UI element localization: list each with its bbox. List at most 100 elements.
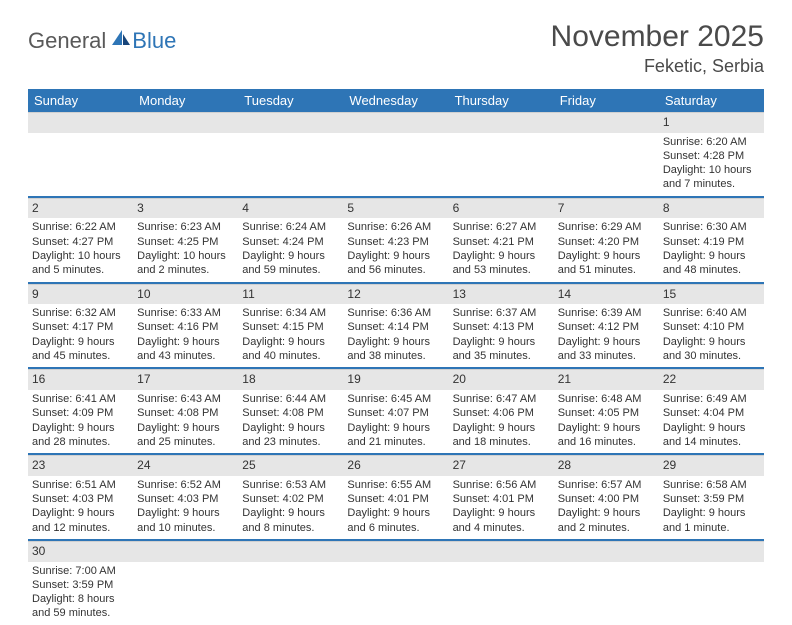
calendar-week-row: 23Sunrise: 6:51 AMSunset: 4:03 PMDayligh…	[28, 455, 764, 541]
day-details: Sunrise: 6:58 AMSunset: 3:59 PMDaylight:…	[659, 476, 764, 539]
day-number: 2	[28, 198, 133, 219]
daylight-text: Daylight: 9 hours and 21 minutes.	[347, 421, 444, 450]
daylight-text: Daylight: 9 hours and 40 minutes.	[242, 335, 339, 364]
day-details	[238, 133, 343, 196]
sunrise-text: Sunrise: 6:33 AM	[137, 306, 234, 320]
day-details: Sunrise: 6:26 AMSunset: 4:23 PMDaylight:…	[343, 218, 448, 281]
sunrise-text: Sunrise: 6:24 AM	[242, 220, 339, 234]
daylight-text: Daylight: 9 hours and 56 minutes.	[347, 249, 444, 278]
day-details: Sunrise: 6:40 AMSunset: 4:10 PMDaylight:…	[659, 304, 764, 367]
day-details: Sunrise: 6:55 AMSunset: 4:01 PMDaylight:…	[343, 476, 448, 539]
daylight-text: Daylight: 9 hours and 18 minutes.	[453, 421, 550, 450]
day-number: 14	[554, 284, 659, 305]
sunset-text: Sunset: 4:25 PM	[137, 235, 234, 249]
daylight-text: Daylight: 10 hours and 5 minutes.	[32, 249, 129, 278]
day-number: 9	[28, 284, 133, 305]
sunset-text: Sunset: 4:01 PM	[347, 492, 444, 506]
day-details: Sunrise: 6:36 AMSunset: 4:14 PMDaylight:…	[343, 304, 448, 367]
day-number	[554, 112, 659, 133]
calendar-cell: 4Sunrise: 6:24 AMSunset: 4:24 PMDaylight…	[238, 198, 343, 284]
calendar-cell	[554, 541, 659, 625]
sunrise-text: Sunrise: 6:29 AM	[558, 220, 655, 234]
calendar-cell: 18Sunrise: 6:44 AMSunset: 4:08 PMDayligh…	[238, 369, 343, 455]
sunset-text: Sunset: 4:24 PM	[242, 235, 339, 249]
sunset-text: Sunset: 4:00 PM	[558, 492, 655, 506]
daylight-text: Daylight: 9 hours and 25 minutes.	[137, 421, 234, 450]
calendar-cell: 21Sunrise: 6:48 AMSunset: 4:05 PMDayligh…	[554, 369, 659, 455]
day-number	[238, 541, 343, 562]
daylight-text: Daylight: 9 hours and 30 minutes.	[663, 335, 760, 364]
day-details	[659, 562, 764, 625]
calendar-cell: 2Sunrise: 6:22 AMSunset: 4:27 PMDaylight…	[28, 198, 133, 284]
calendar-cell: 17Sunrise: 6:43 AMSunset: 4:08 PMDayligh…	[133, 369, 238, 455]
daylight-text: Daylight: 9 hours and 4 minutes.	[453, 506, 550, 535]
day-header: Tuesday	[238, 89, 343, 112]
day-header: Monday	[133, 89, 238, 112]
day-number: 25	[238, 455, 343, 476]
day-details	[343, 562, 448, 625]
sunset-text: Sunset: 4:20 PM	[558, 235, 655, 249]
day-details	[238, 562, 343, 625]
day-number: 23	[28, 455, 133, 476]
daylight-text: Daylight: 9 hours and 45 minutes.	[32, 335, 129, 364]
month-title: November 2025	[551, 20, 764, 54]
calendar-cell: 19Sunrise: 6:45 AMSunset: 4:07 PMDayligh…	[343, 369, 448, 455]
sunrise-text: Sunrise: 6:26 AM	[347, 220, 444, 234]
day-number: 18	[238, 369, 343, 390]
day-details: Sunrise: 6:53 AMSunset: 4:02 PMDaylight:…	[238, 476, 343, 539]
sunrise-text: Sunrise: 6:51 AM	[32, 478, 129, 492]
day-details	[449, 562, 554, 625]
calendar-cell: 9Sunrise: 6:32 AMSunset: 4:17 PMDaylight…	[28, 284, 133, 370]
sunset-text: Sunset: 4:15 PM	[242, 320, 339, 334]
day-details: Sunrise: 6:24 AMSunset: 4:24 PMDaylight:…	[238, 218, 343, 281]
sunset-text: Sunset: 4:05 PM	[558, 406, 655, 420]
header: General Blue November 2025 Feketic, Serb…	[28, 20, 764, 77]
day-number: 19	[343, 369, 448, 390]
location: Feketic, Serbia	[551, 56, 764, 77]
calendar-cell: 24Sunrise: 6:52 AMSunset: 4:03 PMDayligh…	[133, 455, 238, 541]
sunset-text: Sunset: 4:02 PM	[242, 492, 339, 506]
day-number	[449, 112, 554, 133]
sunrise-text: Sunrise: 6:47 AM	[453, 392, 550, 406]
sunrise-text: Sunrise: 6:58 AM	[663, 478, 760, 492]
sunset-text: Sunset: 4:03 PM	[137, 492, 234, 506]
day-details	[343, 133, 448, 196]
day-details: Sunrise: 6:57 AMSunset: 4:00 PMDaylight:…	[554, 476, 659, 539]
day-header: Friday	[554, 89, 659, 112]
sunrise-text: Sunrise: 6:45 AM	[347, 392, 444, 406]
day-details: Sunrise: 6:20 AMSunset: 4:28 PMDaylight:…	[659, 133, 764, 196]
sunrise-text: Sunrise: 6:43 AM	[137, 392, 234, 406]
day-number: 5	[343, 198, 448, 219]
sunset-text: Sunset: 4:04 PM	[663, 406, 760, 420]
calendar-week-row: 16Sunrise: 6:41 AMSunset: 4:09 PMDayligh…	[28, 369, 764, 455]
daylight-text: Daylight: 9 hours and 48 minutes.	[663, 249, 760, 278]
daylight-text: Daylight: 9 hours and 51 minutes.	[558, 249, 655, 278]
day-details	[133, 562, 238, 625]
day-number	[343, 541, 448, 562]
day-details: Sunrise: 6:29 AMSunset: 4:20 PMDaylight:…	[554, 218, 659, 281]
daylight-text: Daylight: 9 hours and 2 minutes.	[558, 506, 655, 535]
day-details	[449, 133, 554, 196]
calendar-cell	[28, 112, 133, 198]
logo-text-blue: Blue	[132, 28, 176, 54]
sunrise-text: Sunrise: 6:39 AM	[558, 306, 655, 320]
sail-icon	[110, 28, 132, 54]
calendar-cell	[238, 541, 343, 625]
daylight-text: Daylight: 9 hours and 10 minutes.	[137, 506, 234, 535]
day-number: 10	[133, 284, 238, 305]
day-details: Sunrise: 6:56 AMSunset: 4:01 PMDaylight:…	[449, 476, 554, 539]
daylight-text: Daylight: 9 hours and 53 minutes.	[453, 249, 550, 278]
day-number: 27	[449, 455, 554, 476]
sunrise-text: Sunrise: 6:23 AM	[137, 220, 234, 234]
calendar-cell: 30Sunrise: 7:00 AMSunset: 3:59 PMDayligh…	[28, 541, 133, 625]
day-number: 8	[659, 198, 764, 219]
day-header: Saturday	[659, 89, 764, 112]
sunrise-text: Sunrise: 6:41 AM	[32, 392, 129, 406]
calendar-cell	[659, 541, 764, 625]
sunrise-text: Sunrise: 6:40 AM	[663, 306, 760, 320]
calendar-week-row: 9Sunrise: 6:32 AMSunset: 4:17 PMDaylight…	[28, 284, 764, 370]
daylight-text: Daylight: 9 hours and 8 minutes.	[242, 506, 339, 535]
daylight-text: Daylight: 9 hours and 6 minutes.	[347, 506, 444, 535]
day-details	[133, 133, 238, 196]
calendar-cell: 20Sunrise: 6:47 AMSunset: 4:06 PMDayligh…	[449, 369, 554, 455]
